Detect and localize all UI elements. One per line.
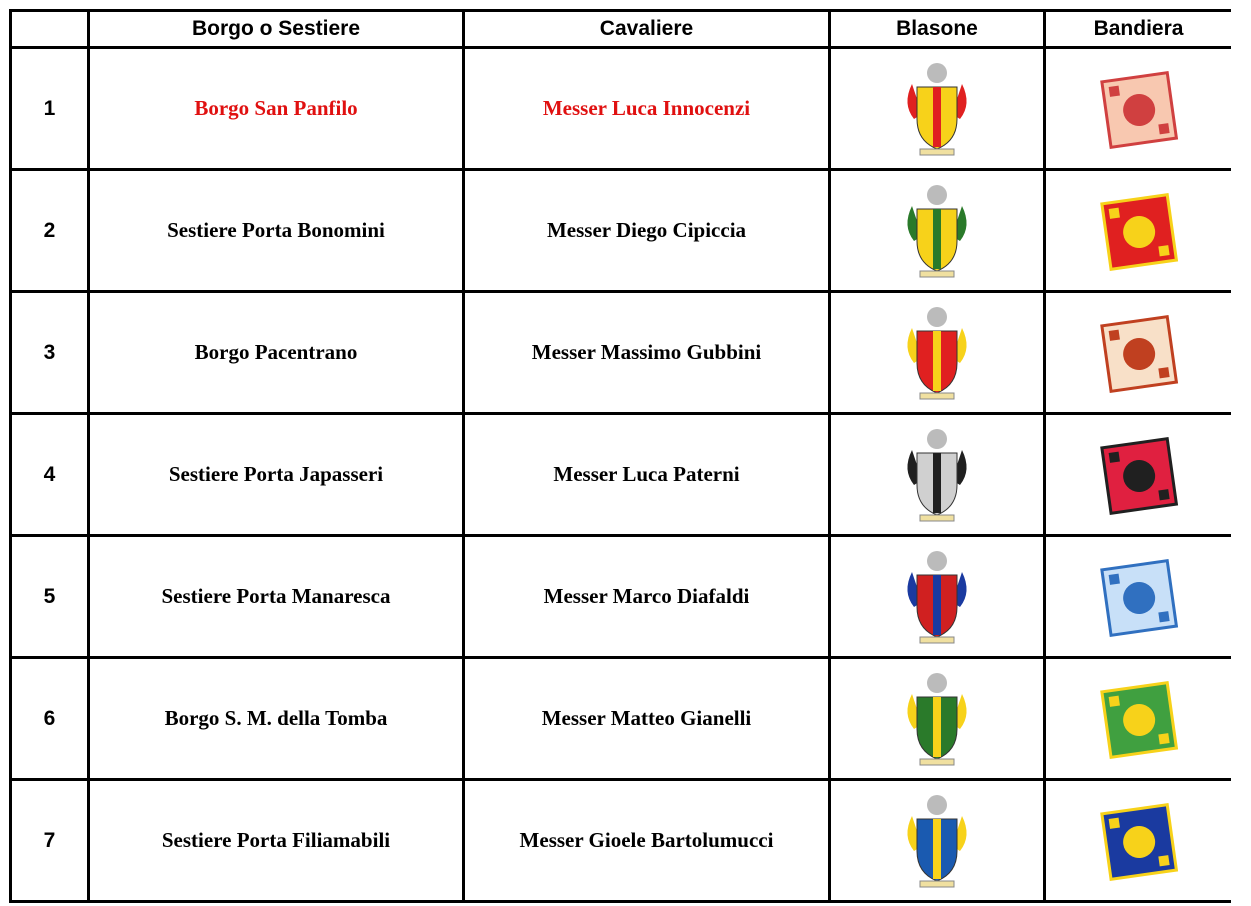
coat-of-arms-cell: [828, 168, 1046, 293]
coat-of-arms-cell: [828, 290, 1046, 415]
coat-of-arms: [907, 672, 967, 765]
row-number: 6: [9, 656, 90, 781]
flag: [1099, 70, 1178, 149]
flag: [1099, 436, 1178, 515]
header-cell: [9, 9, 90, 49]
district-name: Borgo San Panfilo: [87, 46, 465, 171]
table-row: 7 Sestiere Porta Filiamabili Messer Gioele…: [9, 778, 1231, 903]
coat-of-arms: [907, 62, 967, 155]
knight-name: Messer Luca Paterni: [462, 412, 831, 537]
header-cell: Cavaliere: [462, 9, 831, 49]
flag-cell: [1043, 168, 1231, 293]
flag: [1099, 680, 1178, 759]
coat-of-arms: [907, 306, 967, 399]
row-number: 2: [9, 168, 90, 293]
knight-name: Messer Marco Diafaldi: [462, 534, 831, 659]
district-name: Sestiere Porta Bonomini: [87, 168, 465, 293]
coat-of-arms-cell: [828, 46, 1046, 171]
knight-name: Messer Diego Cipiccia: [462, 168, 831, 293]
flag: [1099, 802, 1178, 881]
coat-of-arms: [907, 184, 967, 277]
row-number: 3: [9, 290, 90, 415]
flag-cell: [1043, 46, 1231, 171]
coat-of-arms: [907, 550, 967, 643]
knight-name: Messer Matteo Gianelli: [462, 656, 831, 781]
coat-of-arms: [907, 794, 967, 887]
row-number: 1: [9, 46, 90, 171]
coat-of-arms-cell: [828, 412, 1046, 537]
flag: [1099, 314, 1178, 393]
district-name: Sestiere Porta Filiamabili: [87, 778, 465, 903]
knight-name: Messer Massimo Gubbini: [462, 290, 831, 415]
flag-cell: [1043, 412, 1231, 537]
district-name: Sestiere Porta Manaresca: [87, 534, 465, 659]
flag: [1099, 192, 1178, 271]
district-name: Sestiere Porta Japasseri: [87, 412, 465, 537]
district-name: Borgo Pacentrano: [87, 290, 465, 415]
header-cell: Borgo o Sestiere: [87, 9, 465, 49]
district-name: Borgo S. M. della Tomba: [87, 656, 465, 781]
row-number: 5: [9, 534, 90, 659]
header-cell: Bandiera: [1043, 9, 1231, 49]
table-row: 5 Sestiere Porta Manaresca Messer Marco Di…: [9, 534, 1231, 659]
flag: [1099, 558, 1178, 637]
knight-name: Messer Luca Innocenzi: [462, 46, 831, 171]
flag-cell: [1043, 534, 1231, 659]
table-row: 6 Borgo S. M. della Tomba Messer Matteo Gi…: [9, 656, 1231, 781]
header-cell: Blasone: [828, 9, 1046, 49]
table-row: 1 Borgo San Panfilo Messer Luca Innocenzi: [9, 46, 1231, 171]
row-number: 7: [9, 778, 90, 903]
coat-of-arms-cell: [828, 778, 1046, 903]
table-body: 1 Borgo San Panfilo Messer Luca Innocenzi 2…: [9, 46, 1231, 903]
flag-cell: [1043, 290, 1231, 415]
coat-of-arms-cell: [828, 656, 1046, 781]
palio-table: Borgo o Sestiere Cavaliere Blasone Bandiera…: [9, 9, 1231, 903]
flag-cell: [1043, 778, 1231, 903]
table-row: 4 Sestiere Porta Japasseri Messer Luca Pat…: [9, 412, 1231, 537]
flag-cell: [1043, 656, 1231, 781]
coat-of-arms: [907, 428, 967, 521]
table-row: 2 Sestiere Porta Bonomini Messer Diego Cip…: [9, 168, 1231, 293]
row-number: 4: [9, 412, 90, 537]
table-row: 3 Borgo Pacentrano Messer Massimo Gubbini: [9, 290, 1231, 415]
header-row: Borgo o Sestiere Cavaliere Blasone Bandiera: [9, 9, 1231, 49]
table-wrapper: Borgo o Sestiere Cavaliere Blasone Bandiera…: [9, 9, 1231, 906]
coat-of-arms-cell: [828, 534, 1046, 659]
knight-name: Messer Gioele Bartolumucci: [462, 778, 831, 903]
